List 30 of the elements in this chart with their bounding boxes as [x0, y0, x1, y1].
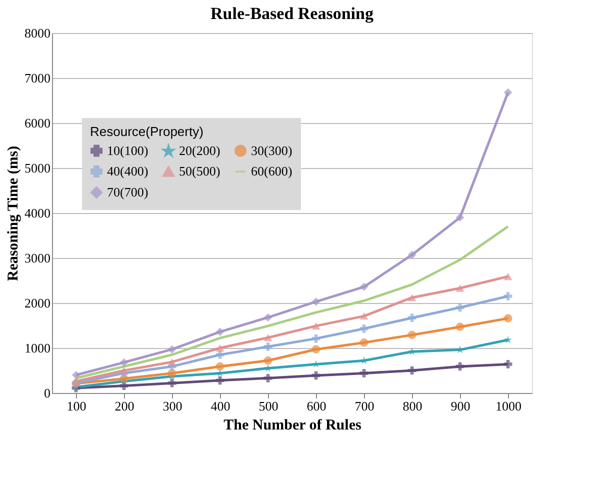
chart-title: Rule-Based Reasoning	[210, 4, 374, 23]
legend-label: 40(400)	[107, 164, 148, 178]
y-tick-label: 7000	[24, 70, 50, 86]
x-tick-label: 900	[450, 398, 470, 414]
legend-label: 70(700)	[107, 184, 148, 200]
x-tick-label: 700	[354, 398, 374, 414]
legend-title: Resource(Property)	[90, 124, 204, 139]
x-tick-label: 600	[306, 398, 326, 414]
y-tick-label: 1000	[24, 340, 50, 356]
x-tick-label: 1000	[496, 398, 522, 414]
x-tick-label: 500	[258, 398, 278, 414]
y-axis-title: Reasoning Time (ms)	[6, 146, 22, 282]
x-tick-label: 100	[66, 398, 86, 414]
y-tick-label: 4000	[24, 206, 50, 220]
legend-label: 10(100)	[107, 142, 148, 158]
x-tick-label: 800	[402, 398, 422, 414]
x-tick-label: 400	[210, 398, 230, 414]
y-tick-label: 0	[44, 386, 50, 400]
x-tick-label: 300	[162, 398, 182, 414]
y-tick-label: 3000	[24, 250, 50, 266]
legend-label: 20(200)	[179, 143, 220, 158]
x-axis-title: The Number of Rules	[224, 418, 362, 434]
y-tick-label: 5000	[24, 160, 50, 176]
y-tick-label: 8000	[24, 26, 50, 40]
legend-label: 60(600)	[251, 164, 292, 178]
y-tick-label: 6000	[24, 116, 50, 130]
legend-label: 30(300)	[251, 142, 292, 158]
legend-label: 50(500)	[179, 164, 220, 178]
x-tick-label: 200	[114, 398, 134, 414]
y-tick-label: 2000	[24, 296, 50, 310]
